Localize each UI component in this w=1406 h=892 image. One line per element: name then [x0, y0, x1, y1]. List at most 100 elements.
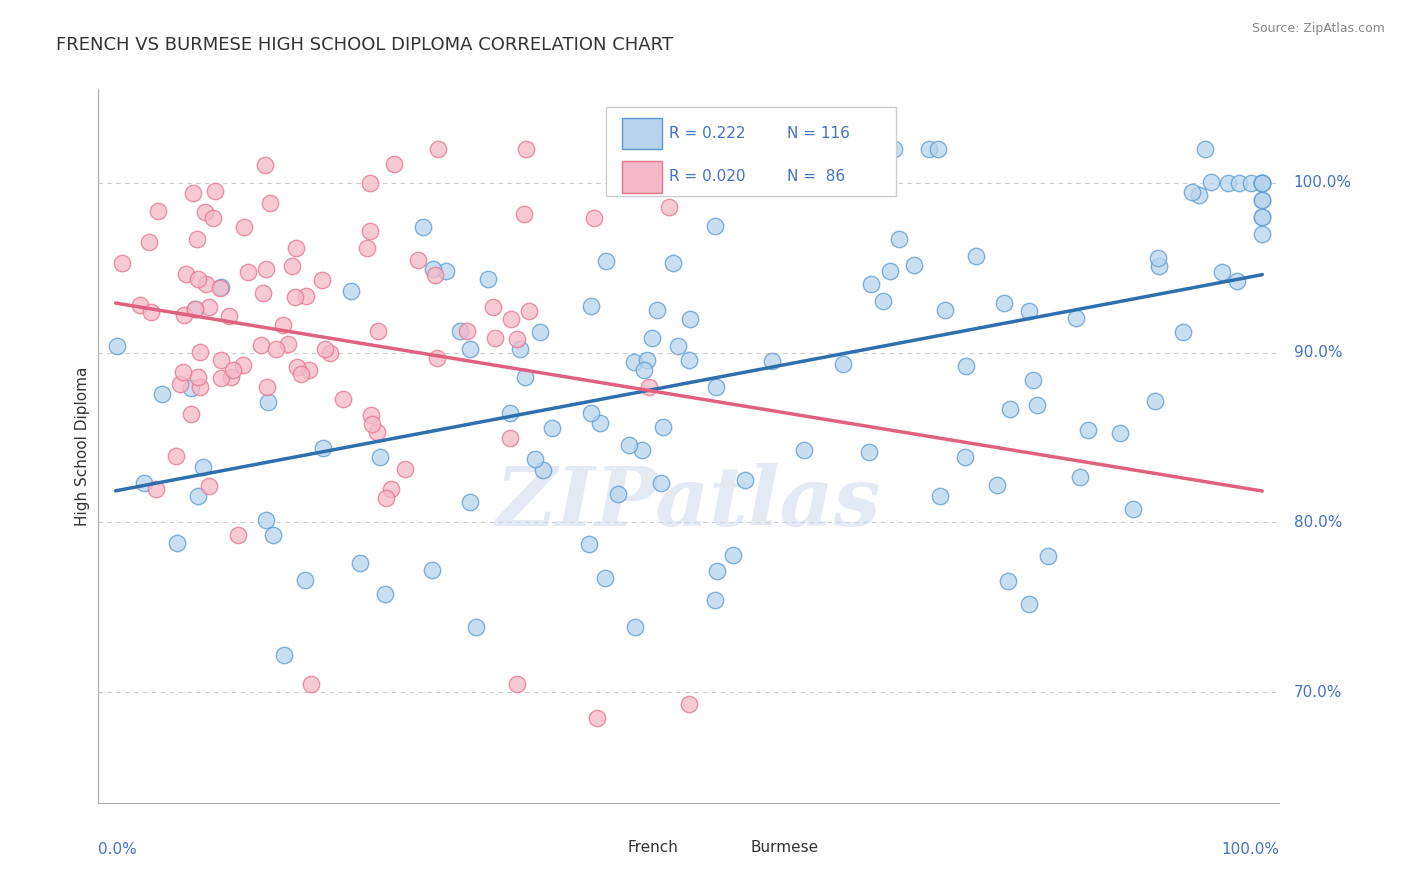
Point — [589, 416, 612, 430]
Point — [273, 648, 295, 662]
Point — [1026, 398, 1049, 412]
Point — [658, 200, 681, 214]
Point — [703, 219, 725, 233]
Point — [188, 380, 211, 394]
Point — [927, 142, 949, 156]
Point — [704, 380, 727, 394]
Point — [368, 450, 391, 464]
Point — [458, 342, 481, 356]
Point — [138, 235, 160, 249]
Point — [512, 207, 534, 221]
Point — [252, 285, 274, 300]
Point — [637, 379, 659, 393]
Point — [998, 401, 1021, 416]
Point — [761, 354, 783, 368]
Point — [1181, 185, 1204, 199]
Point — [254, 513, 277, 527]
Point — [513, 369, 536, 384]
FancyBboxPatch shape — [606, 107, 896, 196]
Point — [426, 142, 449, 156]
Point — [134, 476, 156, 491]
Point — [359, 176, 381, 190]
Point — [965, 249, 987, 263]
Point — [139, 304, 162, 318]
Point — [721, 548, 744, 562]
Point — [191, 460, 214, 475]
Point — [285, 360, 308, 375]
Point — [1226, 274, 1249, 288]
Point — [1251, 176, 1274, 190]
Text: ZIPatlas: ZIPatlas — [496, 463, 882, 543]
Text: Source: ZipAtlas.com: Source: ZipAtlas.com — [1251, 22, 1385, 36]
Point — [181, 186, 204, 200]
Point — [477, 272, 499, 286]
Point — [955, 450, 977, 464]
Point — [111, 256, 134, 270]
Point — [578, 536, 600, 550]
Point — [198, 478, 221, 492]
Point — [517, 303, 540, 318]
Point — [879, 263, 901, 277]
Point — [219, 370, 242, 384]
Point — [339, 284, 361, 298]
Point — [1147, 251, 1170, 265]
Point — [360, 417, 382, 432]
Point — [482, 300, 505, 314]
Point — [918, 142, 941, 156]
Point — [209, 281, 232, 295]
Point — [586, 711, 609, 725]
Point — [434, 264, 457, 278]
Point — [501, 312, 523, 326]
Point — [311, 273, 333, 287]
Point — [1251, 193, 1274, 207]
Point — [259, 196, 281, 211]
Point — [1173, 325, 1195, 339]
Point — [236, 264, 259, 278]
Point — [652, 420, 675, 434]
Point — [297, 363, 319, 377]
Point — [624, 620, 647, 634]
Text: FRENCH VS BURMESE HIGH SCHOOL DIPLOMA CORRELATION CHART: FRENCH VS BURMESE HIGH SCHOOL DIPLOMA CO… — [56, 36, 673, 54]
Point — [366, 425, 388, 439]
Point — [793, 442, 815, 457]
Point — [271, 318, 294, 333]
Point — [484, 331, 506, 345]
Point — [184, 302, 207, 317]
FancyBboxPatch shape — [621, 118, 662, 149]
Text: French: French — [627, 840, 679, 855]
Point — [194, 277, 217, 292]
Point — [631, 443, 654, 458]
Point — [1251, 210, 1274, 224]
Point — [105, 339, 128, 353]
Point — [734, 473, 756, 487]
Point — [406, 252, 429, 267]
Point — [311, 441, 333, 455]
Point — [186, 231, 208, 245]
Point — [706, 564, 728, 578]
Point — [166, 535, 188, 549]
Point — [188, 345, 211, 359]
Point — [1194, 142, 1216, 156]
Point — [498, 406, 520, 420]
Point — [859, 277, 882, 291]
Point — [993, 296, 1015, 310]
Point — [253, 158, 276, 172]
Point — [1022, 373, 1045, 387]
Point — [449, 324, 471, 338]
Point — [1216, 176, 1239, 190]
Text: R = 0.222: R = 0.222 — [669, 126, 745, 141]
Point — [367, 324, 389, 338]
Point — [232, 358, 254, 372]
Point — [506, 677, 529, 691]
Text: 0.0%: 0.0% — [98, 842, 138, 857]
Point — [184, 301, 207, 316]
Point — [858, 444, 880, 458]
Point — [262, 528, 284, 542]
Point — [679, 312, 702, 326]
Point — [678, 698, 700, 712]
Point — [524, 451, 547, 466]
Point — [412, 220, 434, 235]
Point — [299, 677, 322, 691]
Point — [581, 406, 603, 420]
Point — [619, 438, 641, 452]
